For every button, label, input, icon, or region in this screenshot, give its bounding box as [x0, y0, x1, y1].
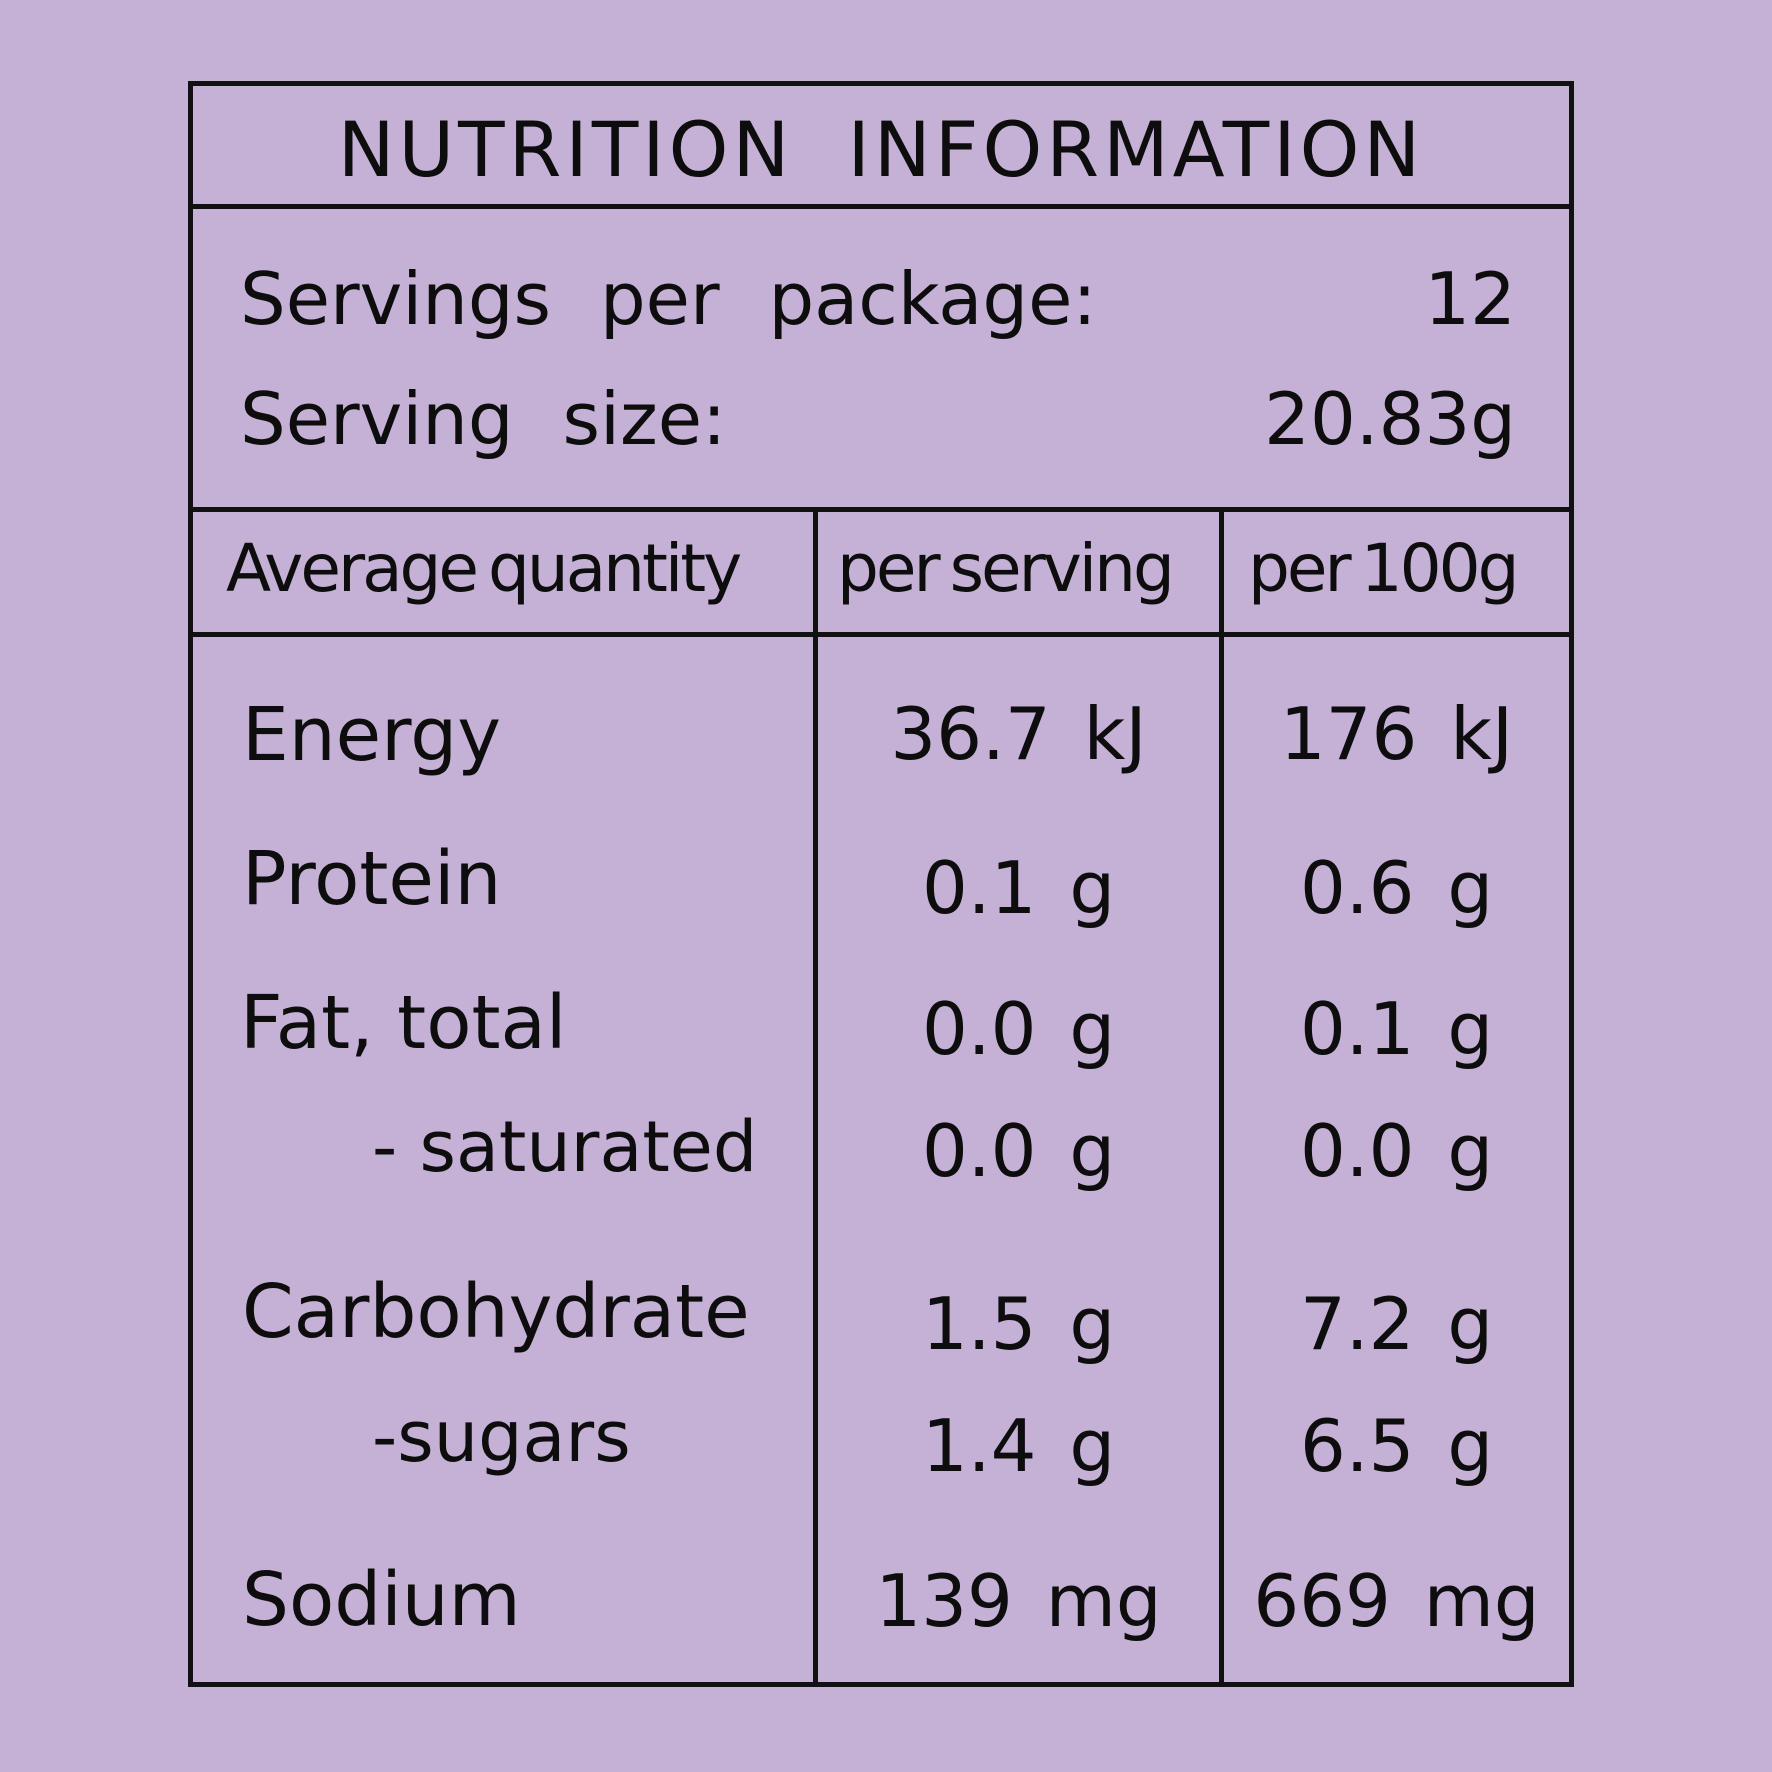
row-label-sugars: -sugars [372, 1396, 631, 1478]
sodium-per-100g: 669 mg [1253, 1559, 1540, 1643]
row-label-energy: Energy [242, 692, 502, 778]
carbohydrate-per-serving: 1.5 g [921, 1282, 1116, 1366]
title-divider [188, 204, 1574, 209]
energy-per-serving: 36.7 kJ [890, 692, 1147, 776]
row-label-saturated: - saturated [372, 1106, 758, 1188]
panel-title: NUTRITION INFORMATION [337, 105, 1425, 194]
saturated-per-serving: 0.0 g [921, 1109, 1116, 1193]
protein-per-100g: 0.6 g [1299, 846, 1494, 930]
column-header-quantity: Average quantity [226, 530, 742, 607]
saturated-per-100g: 0.0 g [1299, 1109, 1494, 1193]
servings-divider [188, 507, 1574, 512]
sodium-per-serving: 139 mg [875, 1559, 1162, 1643]
serving-size-value: 20.83g [1264, 377, 1516, 461]
fat-total-per-serving: 0.0 g [921, 987, 1116, 1071]
row-label-sodium: Sodium [242, 1557, 521, 1643]
column-divider-2 [1219, 507, 1224, 1687]
column-divider-1 [813, 507, 818, 1687]
row-label-carbohydrate: Carbohydrate [242, 1269, 750, 1355]
row-label-protein: Protein [242, 836, 502, 922]
fat-total-per-100g: 0.1 g [1299, 987, 1494, 1071]
servings-per-package-label: Servings per package: [240, 257, 1097, 341]
header-divider [188, 632, 1574, 637]
nutrition-panel [188, 81, 1574, 1687]
energy-per-100g: 176 kJ [1279, 692, 1514, 776]
column-header-per-100g: per 100g [1248, 530, 1519, 607]
carbohydrate-per-100g: 7.2 g [1299, 1282, 1494, 1366]
column-header-per-serving: per serving [837, 530, 1175, 607]
servings-per-package-value: 12 [1424, 257, 1516, 341]
sugars-per-serving: 1.4 g [921, 1404, 1116, 1488]
sugars-per-100g: 6.5 g [1299, 1404, 1494, 1488]
protein-per-serving: 0.1 g [921, 846, 1116, 930]
serving-size-label: Serving size: [240, 377, 727, 461]
row-label-fat-total: Fat, total [240, 980, 567, 1066]
